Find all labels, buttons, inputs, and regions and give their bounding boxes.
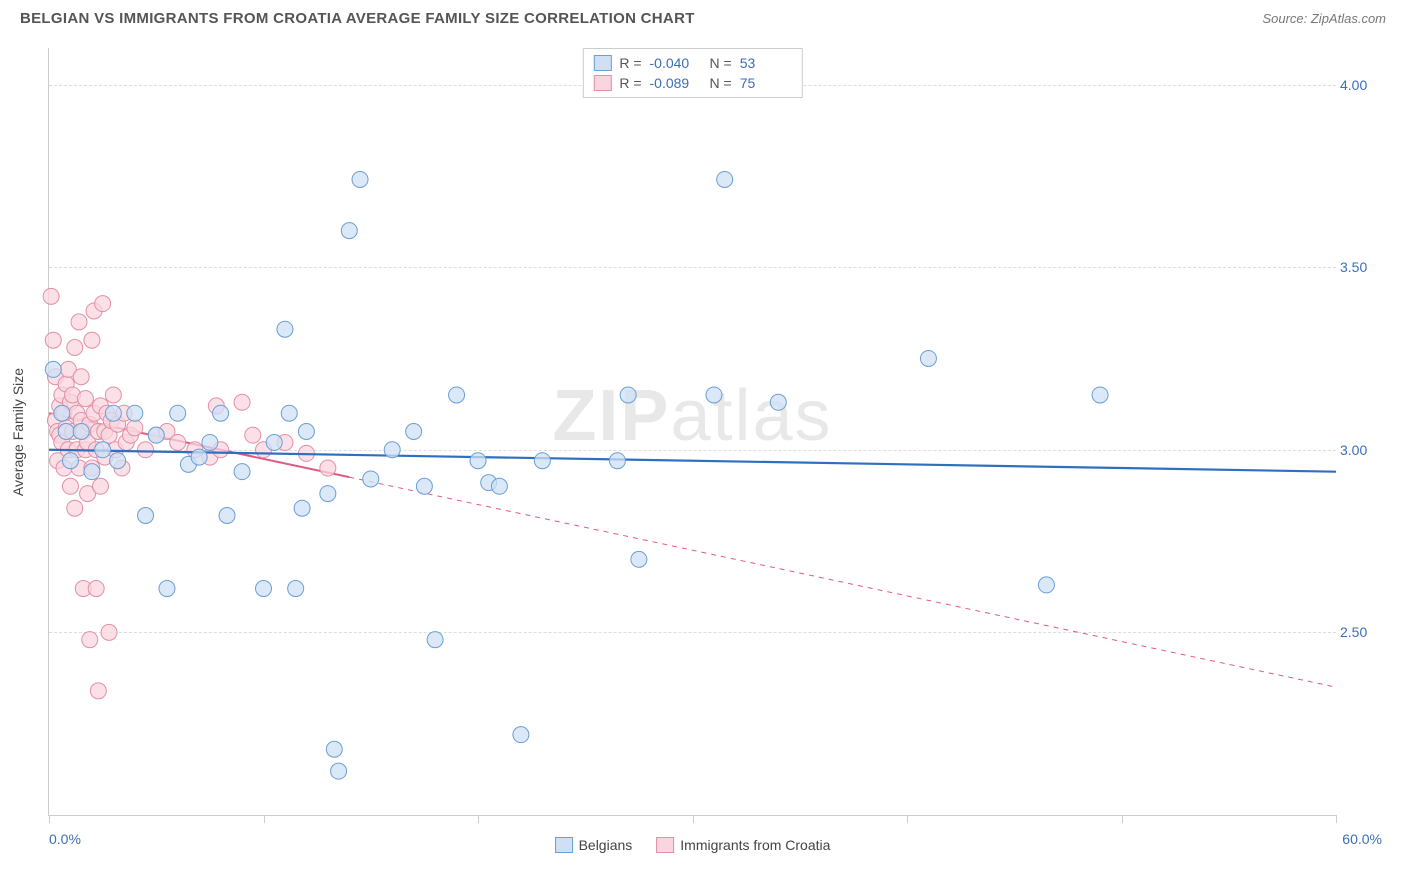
x-tick: [1336, 815, 1337, 823]
legend-swatch-1: [593, 75, 611, 91]
legend-row-series-1: R = -0.089 N = 75: [593, 73, 791, 93]
scatter-plot: [49, 48, 1336, 815]
chart-source: Source: ZipAtlas.com: [1262, 11, 1386, 26]
y-tick-label: 2.50: [1340, 624, 1382, 640]
x-tick: [264, 815, 265, 823]
legend-n-label-1: N =: [710, 75, 732, 91]
x-tick: [1122, 815, 1123, 823]
legend-n-value-1: 75: [740, 75, 792, 91]
legend-n-value-0: 53: [740, 55, 792, 71]
legend-row-series-0: R = -0.040 N = 53: [593, 53, 791, 73]
legend-name-1: Immigrants from Croatia: [680, 837, 830, 853]
legend-swatch-0: [593, 55, 611, 71]
legend-series-names: Belgians Immigrants from Croatia: [555, 837, 831, 853]
plot-area: ZIPatlas 2.503.003.504.00 R = -0.040 N =…: [48, 48, 1336, 816]
chart-header: BELGIAN VS IMMIGRANTS FROM CROATIA AVERA…: [0, 0, 1406, 33]
x-tick: [49, 815, 50, 823]
y-axis-title: Average Family Size: [10, 368, 26, 496]
legend-r-label-0: R =: [619, 55, 641, 71]
y-tick-label: 3.50: [1340, 259, 1382, 275]
x-tick: [478, 815, 479, 823]
x-axis-max-label: 60.0%: [1342, 831, 1382, 847]
legend-item-1: Immigrants from Croatia: [656, 837, 830, 853]
legend-correlation: R = -0.040 N = 53 R = -0.089 N = 75: [582, 48, 802, 98]
legend-name-0: Belgians: [579, 837, 633, 853]
legend-r-label-1: R =: [619, 75, 641, 91]
x-axis-min-label: 0.0%: [49, 831, 81, 847]
y-tick-label: 4.00: [1340, 77, 1382, 93]
x-tick: [693, 815, 694, 823]
legend-r-value-1: -0.089: [650, 75, 702, 91]
legend-r-value-0: -0.040: [650, 55, 702, 71]
chart-title: BELGIAN VS IMMIGRANTS FROM CROATIA AVERA…: [20, 10, 695, 27]
legend-n-label-0: N =: [710, 55, 732, 71]
legend-swatch-0b: [555, 837, 573, 853]
legend-swatch-1b: [656, 837, 674, 853]
x-tick: [907, 815, 908, 823]
legend-item-0: Belgians: [555, 837, 633, 853]
y-tick-label: 3.00: [1340, 442, 1382, 458]
chart-container: Average Family Size ZIPatlas 2.503.003.5…: [48, 48, 1386, 816]
